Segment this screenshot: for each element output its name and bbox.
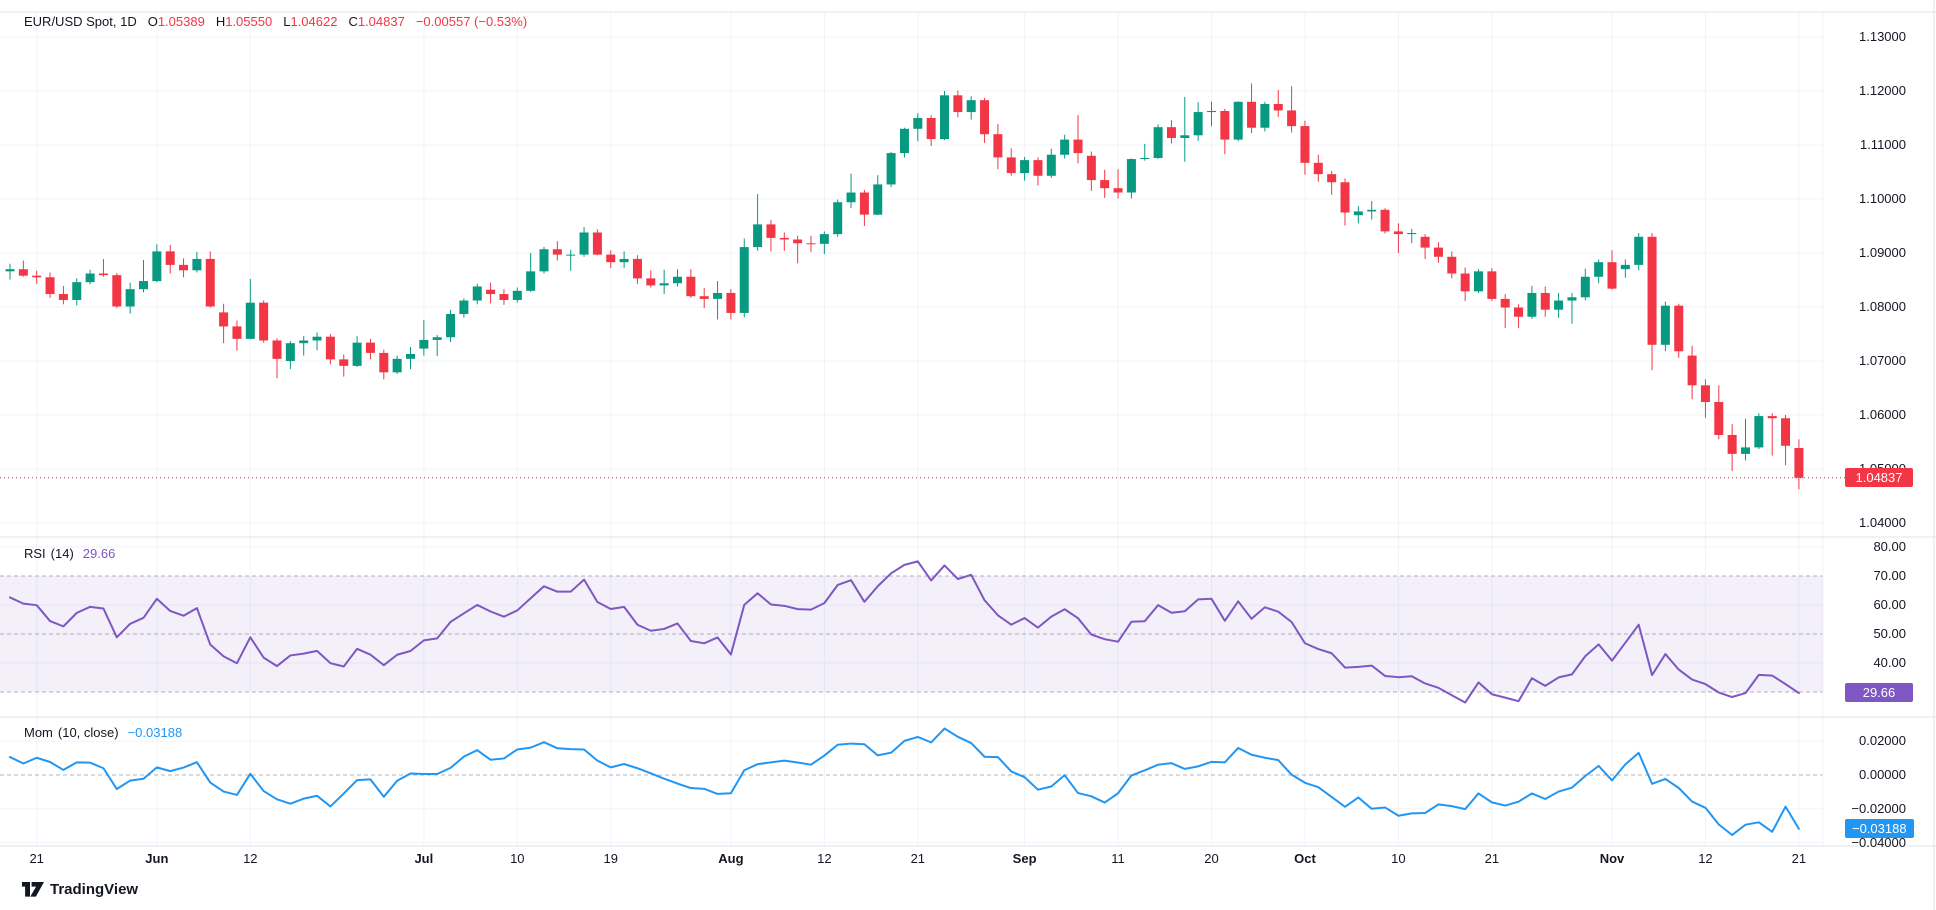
symbol-header: EUR/USD Spot, 1D O1.05389 H1.05550 L1.04… (24, 14, 527, 30)
close-value: 1.04837 (357, 14, 405, 29)
low-label: L (283, 14, 291, 29)
symbol-title[interactable]: EUR/USD Spot, 1D (24, 14, 137, 29)
ohlc-close: C1.04837 (348, 14, 404, 30)
mom-tick-label: 0.02000 (1859, 733, 1906, 749)
price-tick-label: 1.07000 (1859, 353, 1906, 368)
time-tick-label: Jun (145, 851, 169, 866)
mom-tick-label: −0.02000 (1851, 800, 1906, 816)
open-label: O (147, 14, 158, 29)
price-tick-label: 1.12000 (1859, 83, 1906, 98)
time-tick-label: Oct (1294, 851, 1316, 866)
time-tick-label: 21 (29, 851, 44, 866)
rsi-value: 29.66 (82, 546, 116, 561)
time-tick-label: Nov (1599, 851, 1625, 866)
price-tick-label: 1.13000 (1859, 29, 1906, 44)
price-tick-label: 1.06000 (1859, 407, 1906, 422)
open-value: 1.05389 (157, 14, 205, 29)
change-value: −0.00557 (−0.53%) (415, 14, 528, 29)
mom-value-badge: −0.03188 (1845, 819, 1914, 839)
mom-tick-label: −0.04000 (1851, 834, 1906, 850)
candles-series[interactable] (5, 83, 1804, 490)
mom-params: (10, close) (57, 725, 119, 740)
rsi-tick-label: 40.00 (1873, 655, 1906, 670)
price-tick-label: 1.11000 (1859, 137, 1906, 152)
time-tick-label: 19 (603, 851, 618, 866)
high-value: 1.05550 (225, 14, 273, 29)
last-price-badge: 1.04837 (1845, 468, 1913, 488)
time-tick-label: 10 (510, 851, 525, 866)
time-tick-label: 21 (1484, 851, 1500, 866)
time-scale[interactable]: 21 Jun 12 Jul 10 19 Aug 12 21 Sep 11 20 Oct 10 21 Nov 12… (0, 851, 1823, 873)
time-tick-label: 12 (817, 851, 832, 866)
rsi-tick-label: 60.00 (1873, 597, 1906, 612)
time-tick-label: 20 (1204, 851, 1219, 866)
high-label: H (215, 14, 226, 29)
mom-value: −0.03188 (127, 725, 183, 740)
low-value: 1.04622 (290, 14, 338, 29)
time-tick-label: 10 (1391, 851, 1406, 866)
tradingview-logo-text: TradingView (50, 881, 139, 898)
time-tick-label: Aug (718, 851, 744, 866)
rsi-tick-label: 50.00 (1873, 626, 1906, 641)
rsi-tick-label: 80.00 (1873, 539, 1906, 554)
price-tick-label: 1.09000 (1859, 245, 1906, 260)
rsi-indicator-label[interactable]: RSI (14) 29.66 (24, 546, 115, 562)
ohlc-low: L1.04622 (283, 14, 337, 30)
rsi-name: RSI (24, 546, 46, 561)
close-label: C (348, 14, 358, 29)
rsi-value-badge: 29.66 (1845, 683, 1913, 703)
time-tick-label: 12 (243, 851, 258, 866)
price-tick-label: 1.10000 (1859, 191, 1906, 206)
rsi-tick-label: 70.00 (1873, 568, 1906, 583)
tradingview-logo-icon (22, 882, 44, 897)
mom-tick-label: 0.00000 (1859, 767, 1906, 782)
time-tick-label: Sep (1012, 851, 1037, 866)
time-tick-label: 12 (1698, 851, 1713, 866)
momentum-indicator-label[interactable]: Mom (10, close) −0.03188 (24, 725, 182, 741)
price-tick-label: 1.08000 (1859, 299, 1906, 314)
time-tick-label: 11 (1111, 851, 1125, 866)
mom-line[interactable] (9, 727, 1800, 836)
rsi-params: (14) (50, 546, 74, 561)
time-tick-label: Jul (414, 851, 434, 866)
time-tick-label: 21 (910, 851, 926, 866)
ohlc-high: H1.05550 (216, 14, 272, 30)
rsi-line[interactable] (9, 560, 1800, 704)
time-tick-label: 21 (1791, 851, 1807, 866)
mom-name: Mom (24, 725, 53, 740)
price-tick-label: 1.04000 (1859, 515, 1906, 530)
rsi-band (0, 576, 1823, 692)
price-scale[interactable]: 1.13000 1.12000 1.11000 1.10000 1.09000 1.080… (1828, 0, 1912, 850)
ohlc-open: O1.05389 (148, 14, 205, 30)
tradingview-logo[interactable]: TradingView (22, 881, 138, 898)
